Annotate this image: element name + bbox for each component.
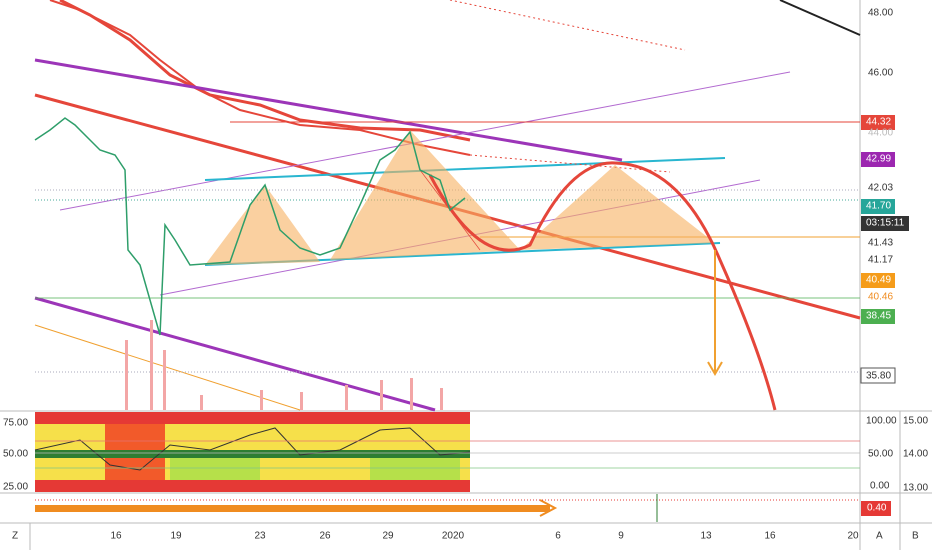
value-tag (861, 501, 891, 516)
time-label: 26 (319, 531, 331, 542)
indicator-far-label: 14.00 (903, 449, 928, 460)
time-label: 16 (110, 531, 122, 542)
price-label: 41.43 (868, 238, 893, 249)
price-label: 03:15:11 (866, 218, 905, 229)
time-label: 23 (254, 531, 266, 542)
price-label: 48.00 (868, 8, 893, 19)
indicator-left-label: 75.00 (3, 418, 28, 429)
price-tag (861, 309, 895, 324)
price-label: 46.00 (868, 68, 893, 79)
auto-button[interactable]: A (876, 531, 883, 542)
lower-pane (35, 494, 860, 522)
time-label: 2020 (442, 531, 465, 542)
indicator-right-label: 100.00 (866, 416, 897, 427)
price-tag (861, 216, 909, 231)
time-label: 6 (555, 531, 561, 542)
price-label: 35.80 (866, 371, 891, 382)
time-label: 16 (764, 531, 776, 542)
price-label: 38.45 (866, 311, 891, 322)
price-tag (861, 152, 895, 167)
indicator-right-label: 0.00 (870, 481, 890, 492)
price-label: 44.00 (868, 128, 893, 139)
price-label: 41.17 (868, 255, 893, 266)
indicator-far-label: 13.00 (903, 483, 928, 494)
price-tag (860, 367, 896, 384)
time-label: 20 (847, 531, 859, 542)
price-label: 41.70 (866, 201, 891, 212)
zoom-button[interactable]: Z (12, 531, 18, 542)
b-button[interactable]: B (912, 531, 919, 542)
lower-label: 0.40 (867, 503, 887, 514)
indicator-right-label: 50.00 (868, 449, 893, 460)
price-tag (861, 273, 895, 288)
indicator-heatmap (34, 412, 860, 492)
indicator-left-label: 25.00 (3, 482, 28, 493)
time-label: 29 (382, 531, 394, 542)
time-label: 9 (618, 531, 624, 542)
volume (125, 320, 443, 410)
price-line (34, 117, 466, 336)
price-tag (861, 199, 895, 214)
time-label: 13 (700, 531, 712, 542)
price-label: 40.46 (868, 292, 893, 303)
price-label: 44.32 (866, 117, 891, 128)
price-tag (861, 115, 895, 130)
indicator-far-label: 15.00 (903, 416, 928, 427)
time-label: 19 (170, 531, 182, 542)
price-label: 42.99 (866, 154, 891, 165)
indicator-left-label: 50.00 (3, 449, 28, 460)
price-label: 40.49 (866, 275, 891, 286)
drawings (34, 0, 861, 412)
price-label: 42.03 (868, 183, 893, 194)
